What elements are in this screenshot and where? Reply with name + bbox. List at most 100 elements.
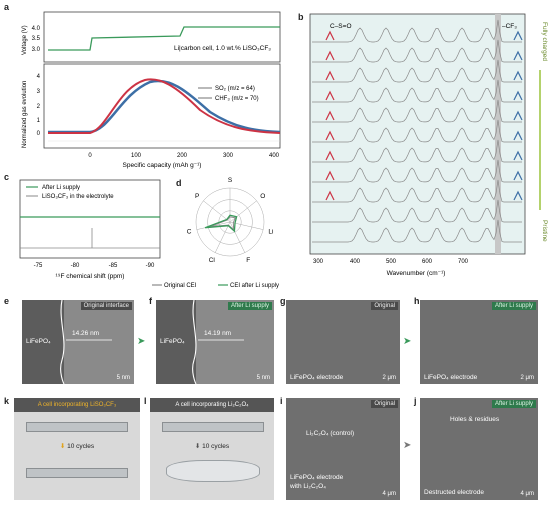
panel-label-k: k bbox=[4, 396, 10, 406]
panel-label-j: j bbox=[414, 396, 417, 406]
panel-label-l: l bbox=[144, 396, 147, 406]
cso-highlight bbox=[325, 190, 335, 201]
ytick-bottom-2: 2 bbox=[37, 104, 41, 110]
cf3-highlight bbox=[513, 170, 523, 181]
cf3-highlight bbox=[513, 110, 523, 121]
xtick-c-1: -80 bbox=[71, 263, 80, 269]
tag-e: Original interface bbox=[80, 302, 132, 310]
tem-image-original: Original interface LiFePO₄ 14.26 nm 5 nm bbox=[22, 300, 134, 384]
radar-spoke bbox=[203, 200, 231, 223]
radar-axis-s: S bbox=[228, 177, 233, 184]
ftir-spectrum bbox=[312, 19, 522, 43]
peak-cso-label: C–S=O bbox=[330, 23, 352, 30]
ftir-spectrum bbox=[312, 79, 522, 103]
ytick-top-0: 4.0 bbox=[32, 26, 41, 32]
photo-k: A cell incorporating LiSO₃CF₃ ⬇ 10 cycle… bbox=[14, 398, 140, 500]
tem-image-after: After Li supply LiFePO₄ 14.19 nm 5 nm bbox=[156, 300, 274, 384]
panel-label-g: g bbox=[280, 296, 286, 306]
width-f: 14.19 nm bbox=[204, 330, 232, 337]
cf3-peak-highlights bbox=[513, 30, 523, 201]
xtick-b-2: 500 bbox=[386, 259, 397, 265]
ytick-bottom-0: 4 bbox=[37, 74, 41, 80]
cso-highlight bbox=[325, 150, 335, 161]
tag-g: Original bbox=[371, 302, 398, 310]
arrow-g-to-h: ➤ bbox=[403, 336, 412, 347]
radar-spoke bbox=[229, 221, 246, 253]
ftir-spectrum bbox=[312, 179, 522, 203]
so2-curve bbox=[48, 79, 281, 134]
ftir-spectra bbox=[312, 19, 522, 243]
xtick-b-0: 300 bbox=[313, 259, 324, 265]
legend-so2: SO₂ (m/z = 64) bbox=[215, 86, 255, 92]
photo-l: A cell incorporating Li₂C₂O₄ ⬇ 10 cycles bbox=[150, 398, 274, 500]
caption-g: LiFePO₄ electrode bbox=[290, 374, 344, 381]
legend-d-1: CEI after Li supply bbox=[230, 283, 279, 289]
pouch-cell-l-swollen bbox=[166, 460, 260, 482]
tag-f: After Li supply bbox=[227, 302, 272, 310]
cso-highlight bbox=[325, 110, 335, 121]
xtick-c-2: -85 bbox=[109, 263, 118, 269]
peak-cf3-label: –CF₃ bbox=[502, 23, 517, 30]
ftir-spectrum bbox=[312, 59, 522, 83]
material-f: LiFePO₄ bbox=[160, 338, 185, 345]
ytick-bottom-1: 3 bbox=[37, 89, 41, 95]
panel-label-d: d bbox=[176, 178, 182, 188]
sem-image-j: After Li supply Holes & residues Destruc… bbox=[420, 398, 538, 500]
scale-j: 4 μm bbox=[520, 491, 534, 497]
radar-spoke bbox=[229, 200, 257, 223]
ftir-spectrum bbox=[312, 219, 522, 243]
legend-a: SO₂ (m/z = 64) CHF₃ (m/z = 70) bbox=[198, 86, 259, 102]
radar-axis-p: P bbox=[195, 193, 199, 200]
tag-i: Original bbox=[371, 400, 398, 408]
scale-e: 5 nm bbox=[116, 375, 130, 381]
legend-c-0: After Li supply bbox=[42, 185, 80, 191]
caption-j: Destructed electrode bbox=[424, 489, 484, 496]
sem-image-h: After Li supply LiFePO₄ electrode 2 μm bbox=[420, 300, 538, 384]
ftir-spectrum bbox=[312, 99, 522, 123]
ftir-spectrum bbox=[312, 159, 522, 183]
legend-c-1: LiSO₃CF₃ in the electrolyte bbox=[42, 194, 114, 200]
ftir-spectrum bbox=[312, 199, 522, 223]
radar-axis-o: O bbox=[260, 193, 265, 200]
pouch-cell-l-before bbox=[162, 422, 264, 432]
radar-axis-li: Li bbox=[268, 228, 273, 235]
cso-highlight bbox=[325, 70, 335, 81]
sem-image-i: Original Li₂C₂O₄ (control) LiFePO₄ elect… bbox=[286, 398, 400, 500]
cell-label: Li|carbon cell, 1.0 wt.% LiSO₃CF₃ bbox=[174, 45, 271, 52]
pouch-cell-k-before bbox=[26, 422, 128, 432]
panel-label-i: i bbox=[280, 396, 283, 406]
caption-i-1: LiFePO₄ electrode bbox=[290, 474, 344, 481]
pouch-cell-k-after bbox=[26, 468, 128, 478]
cso-peak-highlights bbox=[325, 30, 335, 201]
radar-after-li-supply bbox=[204, 214, 238, 233]
cf3-highlight bbox=[513, 50, 523, 61]
cycles-k-text: 10 cycles bbox=[67, 443, 95, 450]
state-bottom: Pristine bbox=[541, 220, 548, 242]
banner-l: A cell incorporating Li₂C₂O₄ bbox=[150, 398, 274, 412]
cso-highlight bbox=[325, 30, 335, 41]
xlabel-a: Specific capacity (mAh g⁻¹) bbox=[123, 162, 202, 169]
xtick-c-0: -75 bbox=[34, 263, 43, 269]
ftir-spectrum bbox=[312, 119, 522, 143]
panel-a-chart: 4.0 3.5 3.0 Li|carbon cell, 1.0 wt.% LiS… bbox=[22, 11, 281, 169]
ytick-top-1: 3.5 bbox=[32, 36, 41, 42]
scale-g: 2 μm bbox=[382, 375, 396, 381]
ytick-bottom-4: 0 bbox=[37, 131, 41, 137]
material-e: LiFePO₄ bbox=[26, 338, 51, 345]
panel-label-c: c bbox=[4, 172, 10, 182]
caption-h: LiFePO₄ electrode bbox=[424, 374, 478, 381]
xtick-b-3: 600 bbox=[422, 259, 433, 265]
tag-j: After Li supply bbox=[491, 400, 536, 408]
cso-highlight bbox=[325, 130, 335, 141]
cf3-highlight bbox=[513, 30, 523, 41]
ftir-spectrum bbox=[312, 139, 522, 163]
cf3-highlight bbox=[513, 150, 523, 161]
ylabel-bottom: Normalized gas evolution bbox=[22, 81, 28, 148]
cso-highlight bbox=[325, 50, 335, 61]
xtick-2: 200 bbox=[177, 153, 188, 159]
banner-k: A cell incorporating LiSO₃CF₃ bbox=[14, 398, 140, 412]
cycles-k: ⬇ 10 cycles bbox=[59, 443, 95, 450]
radar-spoke bbox=[214, 221, 231, 253]
cf3-highlight bbox=[513, 130, 523, 141]
xtick-c-3: -90 bbox=[146, 263, 155, 269]
